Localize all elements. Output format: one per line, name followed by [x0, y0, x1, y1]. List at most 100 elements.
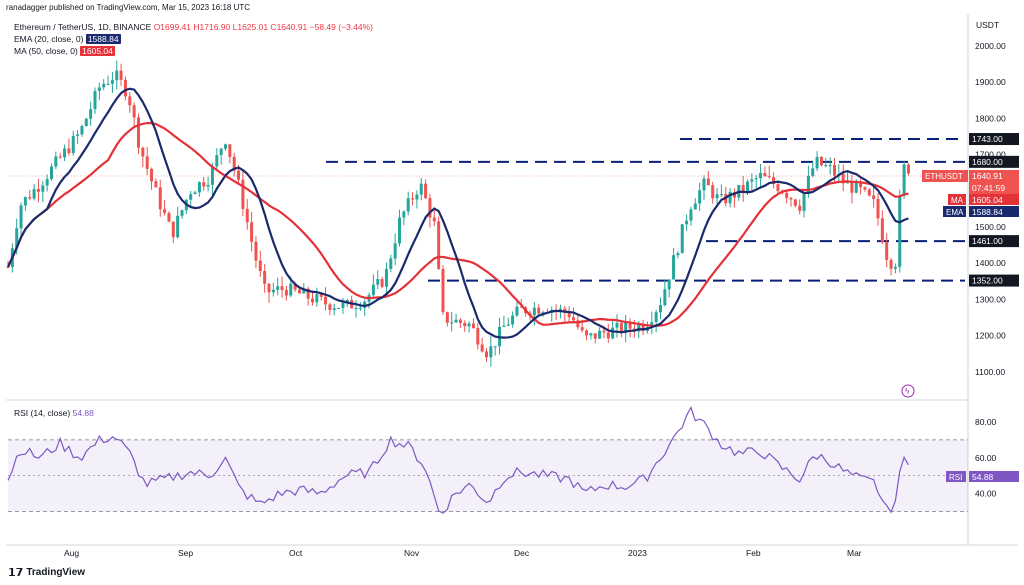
rsi-tick-label: 80.00: [975, 417, 997, 427]
candle-body: [602, 330, 606, 333]
candle-body: [297, 289, 301, 294]
candle-body: [476, 327, 480, 345]
candle-body: [376, 279, 380, 285]
candle-body: [280, 286, 284, 290]
candle-body: [711, 185, 715, 199]
candle-body: [267, 283, 271, 293]
candle-body: [628, 322, 632, 329]
candle-body: [511, 315, 515, 325]
candle-body: [263, 270, 267, 284]
candle-body: [776, 184, 780, 192]
candle-body: [728, 191, 732, 204]
candle-body: [284, 289, 288, 296]
candle-body: [867, 189, 871, 196]
candle-body: [210, 166, 214, 185]
publisher-note: ranadagger published on TradingView.com,…: [6, 3, 251, 12]
rsi-line: [7, 405, 909, 514]
candle-body: [389, 258, 393, 269]
ma-tag-label: MA: [951, 196, 964, 205]
candle-body: [606, 332, 610, 339]
candle-body: [454, 319, 458, 323]
candle-body: [754, 178, 758, 180]
price-tick-label: 1500.00: [975, 222, 1006, 232]
candle-body: [36, 189, 40, 192]
ema-price-tag: [969, 206, 1019, 217]
candle-body: [102, 83, 106, 88]
time-tick-label: Feb: [746, 548, 761, 558]
candle-body: [76, 134, 80, 136]
candle-body: [163, 209, 167, 214]
level-price-tag: [969, 235, 1019, 248]
candle-body: [254, 241, 258, 261]
candle-body: [354, 308, 358, 310]
candle-body: [110, 80, 114, 84]
candle-body: [772, 177, 776, 185]
candle-body: [663, 289, 667, 306]
legend-rsi-row[interactable]: RSI (14, close) 54.88: [14, 408, 94, 418]
candle-body: [311, 298, 314, 303]
candle-body: [502, 325, 506, 327]
candle-body: [380, 279, 384, 287]
candle-body: [237, 170, 241, 180]
ema-price-label: 1588.84: [972, 207, 1003, 217]
candle-body: [189, 194, 193, 200]
level-price-label: 1743.00: [972, 134, 1003, 144]
candle-body: [485, 351, 488, 358]
candle-body: [23, 197, 27, 206]
time-tick-label: Nov: [404, 548, 420, 558]
candle-body: [698, 190, 702, 204]
candle-body: [676, 253, 680, 256]
candle-body: [123, 79, 127, 97]
candle-body: [889, 259, 893, 269]
legend-ema-row[interactable]: EMA (20, close, 0) 1588.84: [14, 34, 121, 44]
candle-body: [202, 182, 206, 187]
price-tick-label: 1800.00: [975, 113, 1006, 123]
candle-body: [798, 205, 802, 211]
candle-body: [67, 148, 71, 154]
time-tick-label: Oct: [289, 548, 303, 558]
candle-body: [802, 193, 806, 211]
candle-body: [132, 105, 136, 118]
candle-body: [319, 294, 323, 297]
candle-body: [667, 279, 671, 290]
candle-body: [150, 168, 154, 182]
candle-body: [84, 118, 88, 127]
candle-body: [793, 199, 797, 206]
candle-body: [332, 308, 336, 310]
candle-body: [115, 70, 119, 81]
candle-body: [145, 156, 149, 169]
candle-body: [841, 173, 845, 184]
candle-body: [619, 323, 623, 333]
time-tick-label: Dec: [514, 548, 530, 558]
candle-body: [180, 210, 184, 216]
tradingview-logo-icon: 𝟭𝟳: [8, 567, 24, 579]
candle-body: [598, 330, 602, 339]
candle-body: [45, 179, 49, 186]
candle-body: [750, 179, 754, 182]
candle-body: [393, 243, 397, 259]
ema20-line: [7, 87, 909, 339]
tradingview-logo[interactable]: 𝟭𝟳 TradingView: [8, 566, 85, 579]
candle-body: [193, 192, 197, 195]
candle-body: [398, 217, 401, 244]
candle-body: [898, 195, 902, 267]
candle-body: [806, 176, 810, 194]
legend-ma-row[interactable]: MA (50, close, 0) 1605.04: [14, 46, 115, 56]
countdown-label: 07:41:59: [972, 183, 1005, 193]
candle-body: [241, 179, 245, 209]
price-tick-label: 1200.00: [975, 331, 1006, 341]
candle-body: [706, 178, 710, 186]
rsi-tick-label: 60.00: [975, 453, 997, 463]
legend-symbol-row[interactable]: Ethereum / TetherUS, 1D, BINANCE O1699.4…: [14, 22, 373, 32]
time-tick-label: Mar: [847, 548, 862, 558]
brand-name: TradingView: [26, 567, 86, 578]
candle-body: [54, 156, 58, 167]
candle-body: [567, 312, 571, 318]
candle-body: [767, 176, 771, 178]
candle-body: [615, 323, 619, 328]
candle-body: [224, 144, 227, 149]
ma-value: 1605.04: [80, 46, 115, 56]
candle-body: [824, 165, 828, 167]
